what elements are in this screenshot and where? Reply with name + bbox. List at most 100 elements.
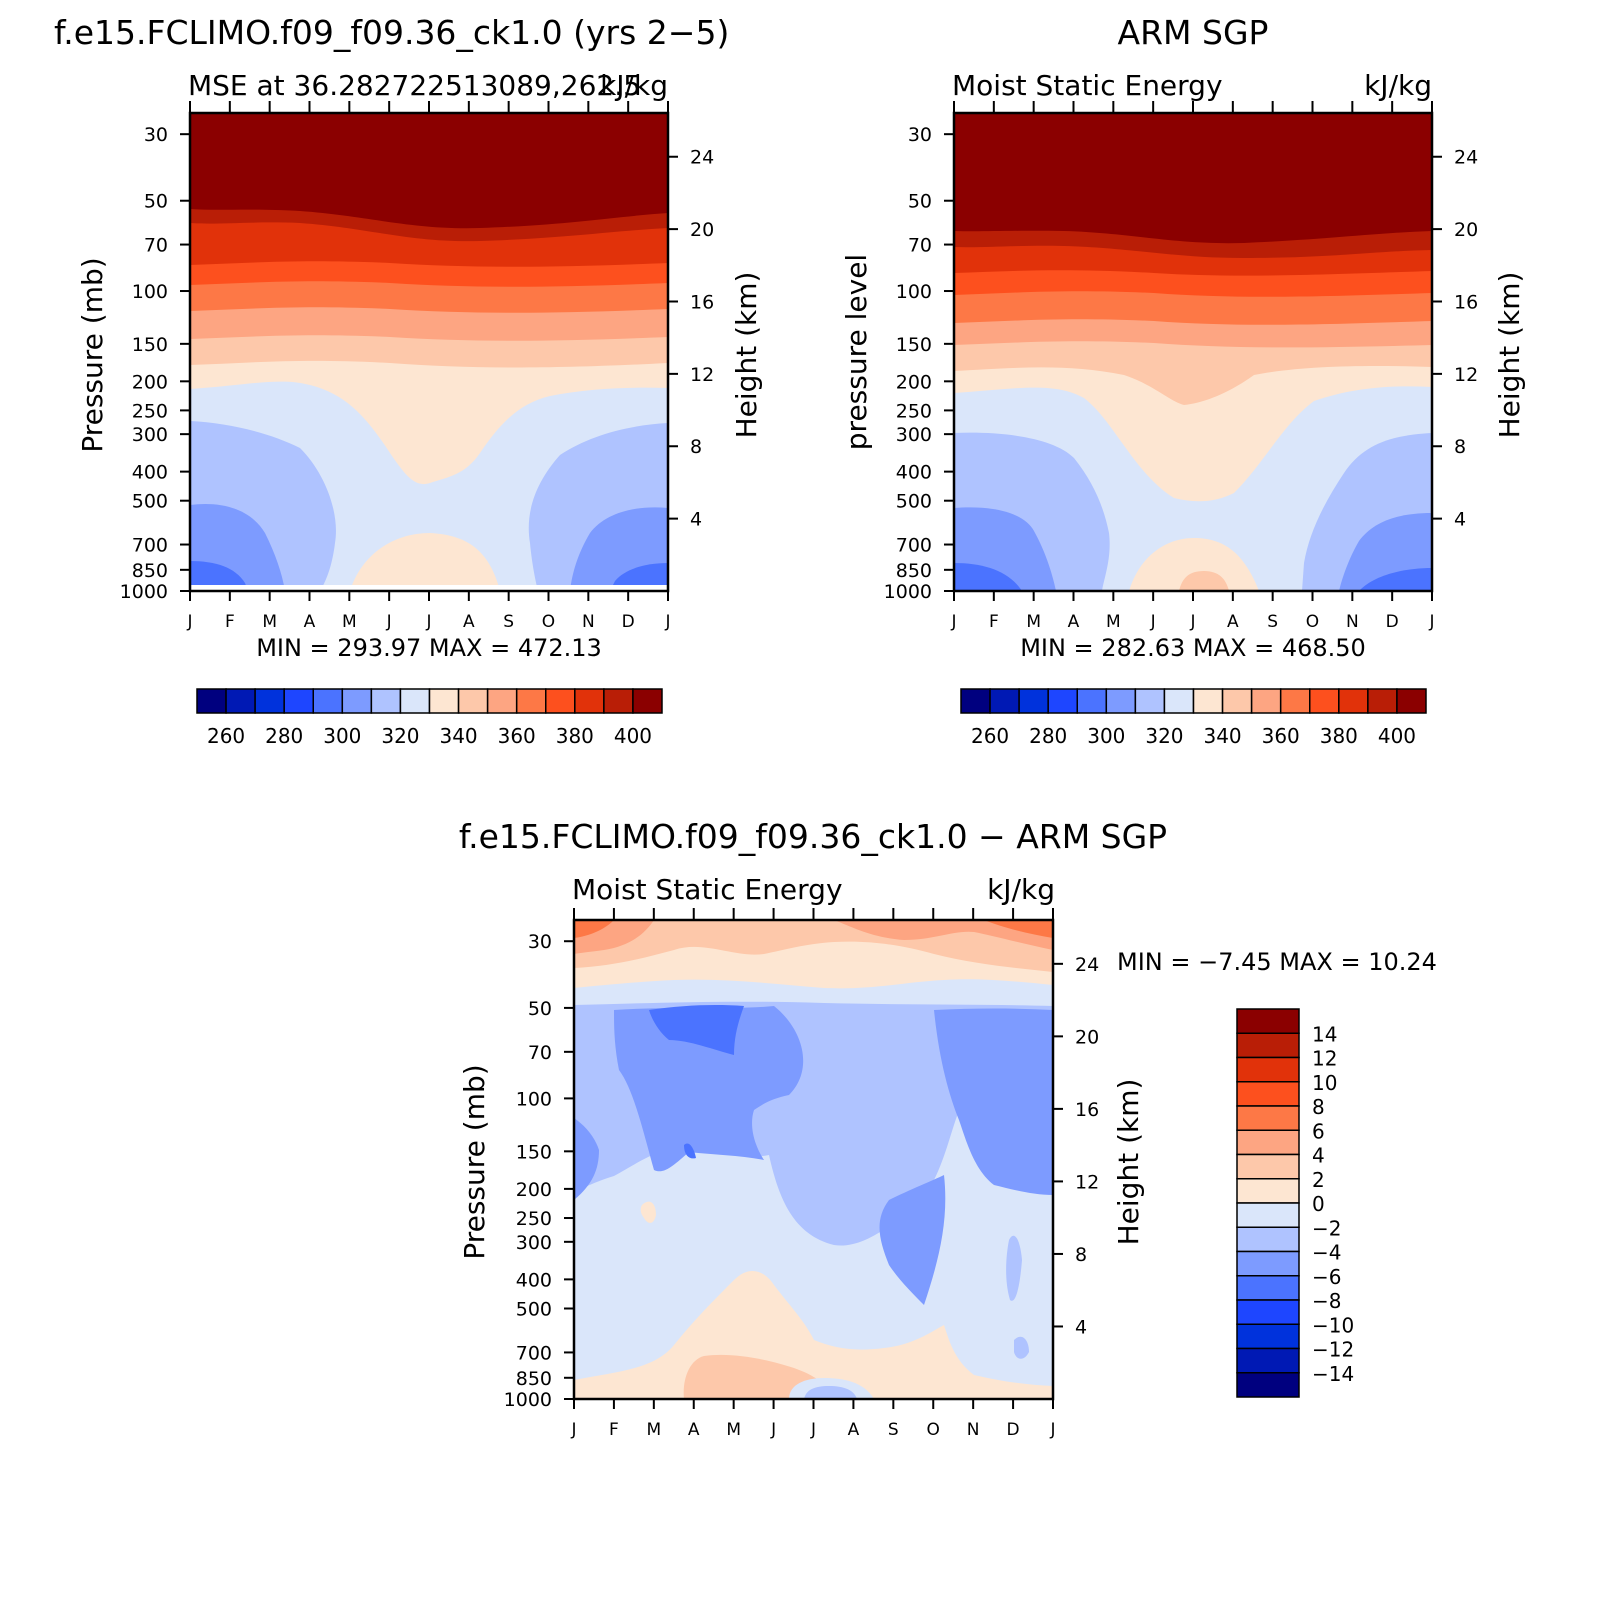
panel-obs-colorbar: 260 280 300 320 340 360 380 400	[960, 688, 1427, 748]
colorbar-swatch	[399, 688, 431, 714]
colorbar-swatch	[574, 688, 605, 714]
y-tick-label: 200	[132, 371, 168, 393]
colorbar-label: 280	[265, 724, 303, 748]
colorbar-swatch	[1192, 688, 1224, 714]
x-tick-label: M	[1026, 612, 1041, 632]
colorbar-swatch	[1338, 688, 1369, 714]
x-tick-label: M	[1106, 612, 1121, 632]
colorbar-swatch	[1105, 688, 1137, 714]
y-tick-label: 1000	[120, 581, 168, 603]
colorbar-swatch	[1163, 688, 1195, 714]
y-right-tick-label: 12	[1075, 1171, 1099, 1193]
panel-model-colorbar: 260 280 300 320 340 360 380 400	[196, 688, 663, 748]
colorbar-swatch	[1250, 688, 1282, 714]
contour-band	[804, 1386, 857, 1399]
y-right-tick-label: 24	[1454, 147, 1478, 169]
colorbar-swatch	[1236, 1202, 1300, 1228]
contour-band	[640, 1201, 656, 1223]
x-tick-label: O	[542, 612, 555, 632]
colorbar-label: 6	[1312, 1119, 1325, 1143]
colorbar-label: 4	[1312, 1144, 1325, 1168]
x-tick-label: A	[848, 1420, 860, 1440]
panel-model: f.e15.FCLIMO.f09_f09.36_ck1.0 (yrs 2−5) …	[54, 13, 763, 748]
colorbar-swatch	[1236, 1105, 1300, 1131]
y-tick-label: 150	[132, 334, 168, 356]
colorbar-swatch	[1367, 688, 1398, 714]
y-tick-label: 50	[528, 998, 552, 1020]
colorbar-swatch	[1236, 1275, 1300, 1301]
y-tick-label: 400	[516, 1269, 552, 1291]
contour-band	[984, 920, 1053, 938]
colorbar-swatch	[515, 688, 547, 714]
y-right-tick-label: 24	[1075, 954, 1099, 976]
panel-diff-plot	[574, 920, 1053, 1399]
colorbar-swatch	[370, 688, 402, 714]
x-tick-label: M	[726, 1420, 741, 1440]
x-tick-label: J	[425, 612, 431, 632]
y-tick-label: 500	[516, 1299, 552, 1321]
colorbar-swatch	[457, 688, 489, 714]
panel-obs-subtitle-left: Moist Static Energy	[952, 69, 1223, 102]
x-tick-label: N	[967, 1420, 980, 1440]
y-right-tick-label: 4	[1075, 1316, 1087, 1338]
y-tick-label: 200	[516, 1179, 552, 1201]
colorbar-swatch	[632, 688, 663, 714]
x-tick-label: J	[950, 612, 956, 632]
contour-band	[350, 533, 500, 591]
colorbar-label: 360	[1262, 724, 1300, 748]
x-tick-label: J	[810, 1420, 816, 1440]
colorbar-swatch	[1018, 688, 1049, 714]
colorbar-swatch	[1047, 688, 1078, 714]
x-tick-label: J	[570, 1420, 576, 1440]
x-tick-label: F	[225, 612, 235, 632]
panel-obs: ARM SGP Moist Static Energy kJ/kg pressu…	[840, 13, 1526, 748]
colorbar-swatch	[486, 688, 518, 714]
contour-band	[954, 113, 1432, 244]
colorbar-label: 12	[1312, 1047, 1337, 1071]
y-tick-label: 850	[896, 560, 932, 582]
colorbar-swatch	[1236, 1008, 1300, 1034]
colorbar-swatch	[341, 688, 373, 714]
y-right-tick-label: 4	[690, 509, 702, 531]
x-tick-label: A	[688, 1420, 700, 1440]
colorbar-swatch	[1279, 688, 1311, 714]
y-tick-label: 30	[908, 124, 932, 146]
colorbar-label: 280	[1029, 724, 1067, 748]
x-tick-label: A	[304, 612, 316, 632]
y-tick-label: 700	[896, 535, 932, 557]
panel-obs-title: ARM SGP	[1118, 13, 1269, 52]
colorbar-label: 320	[381, 724, 419, 748]
contour-band	[1129, 538, 1259, 591]
colorbar-swatch	[603, 688, 634, 714]
x-tick-label: J	[1150, 612, 1156, 632]
x-tick-label: J	[1428, 612, 1434, 632]
colorbar-swatch	[1076, 688, 1108, 714]
x-tick-label: D	[622, 612, 635, 632]
colorbar-label: 260	[207, 724, 245, 748]
colorbar-swatch	[196, 688, 227, 714]
panel-model-subtitle-right: kJ/kg	[600, 69, 668, 102]
contour-band	[610, 563, 668, 591]
colorbar-label: 8	[1312, 1095, 1325, 1119]
colorbar-label: 0	[1312, 1192, 1325, 1216]
panel-obs-subtitle-right: kJ/kg	[1364, 69, 1432, 102]
y-right-tick-label: 24	[690, 147, 714, 169]
colorbar-swatch	[1236, 1347, 1300, 1374]
colorbar-swatch	[312, 688, 344, 714]
y-tick-label: 700	[132, 535, 168, 557]
x-tick-label: A	[1227, 612, 1239, 632]
panel-diff-ylabel: Pressure (mb)	[458, 1064, 491, 1259]
colorbar-swatch	[1236, 1323, 1300, 1350]
panel-model-subtitle-left: MSE at 36.282722513089,262.5	[188, 69, 641, 102]
contour-band	[834, 920, 1053, 950]
contour-band	[190, 113, 668, 229]
colorbar-swatch	[1236, 1299, 1300, 1325]
colorbar-swatch	[283, 688, 314, 714]
colorbar-swatch	[254, 688, 285, 714]
colorbar-label: 10	[1312, 1071, 1337, 1095]
x-tick-label: N	[582, 612, 595, 632]
contour-band	[684, 1143, 696, 1159]
